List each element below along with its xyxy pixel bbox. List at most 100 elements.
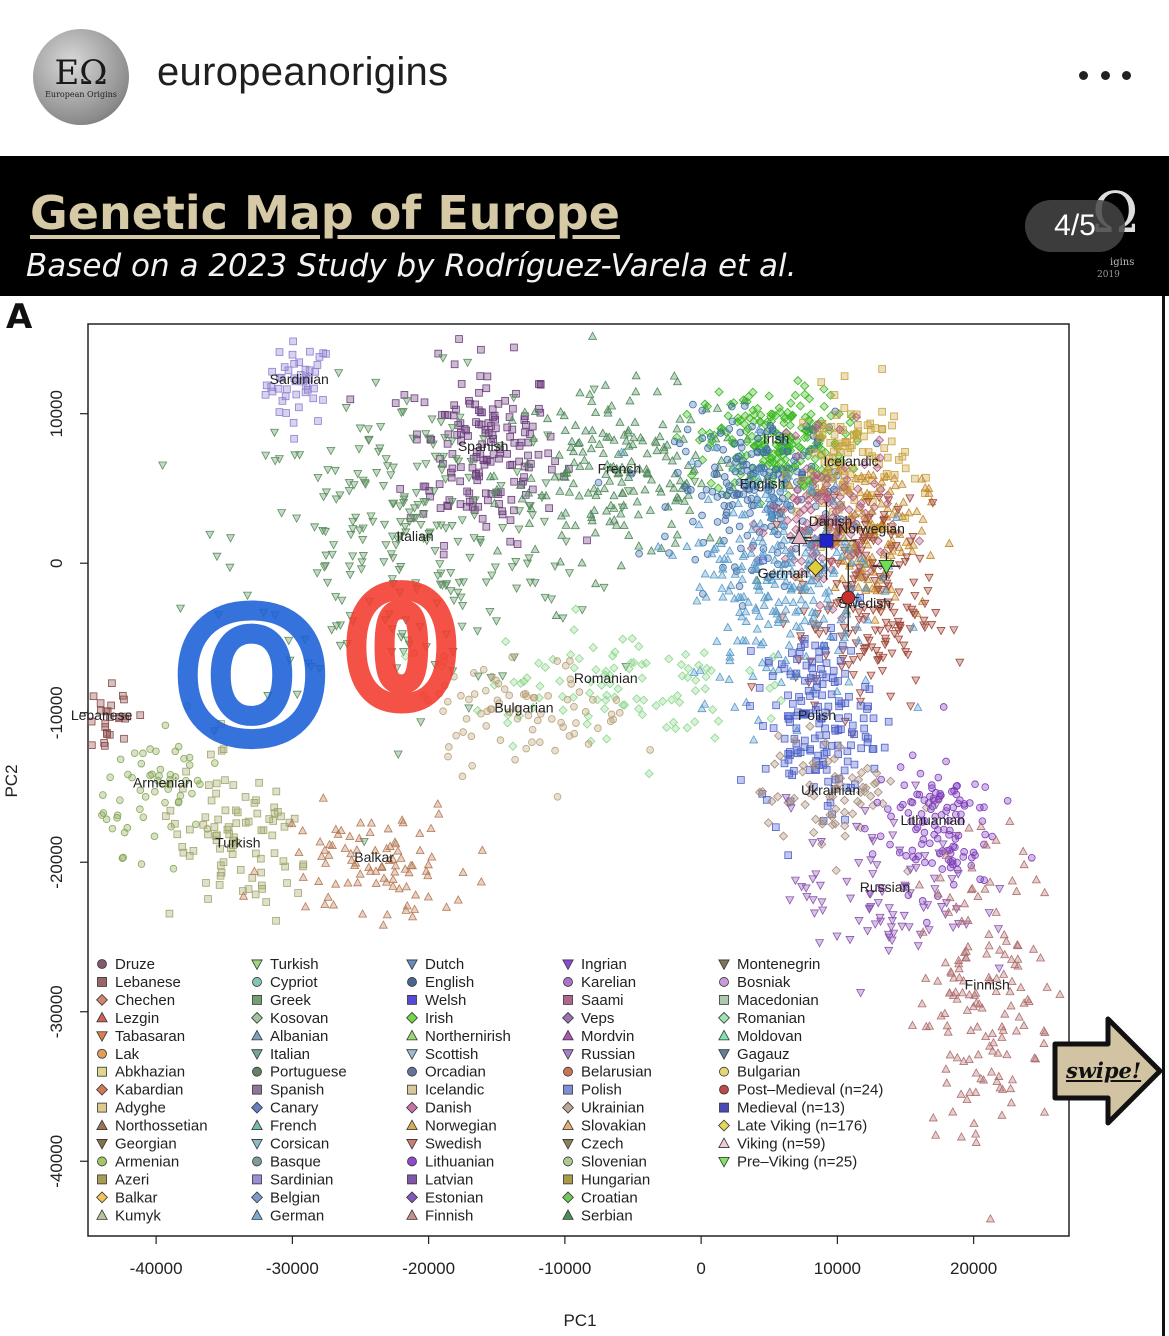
data-point-italian [416, 718, 426, 727]
data-point-romanian [682, 723, 692, 733]
data-point-norwegian [925, 550, 936, 559]
data-point-ukrainian [869, 779, 880, 789]
post-image[interactable]: Genetic Map of Europe Based on a 2023 St… [0, 156, 1169, 1336]
data-point-norwegian [865, 520, 875, 530]
data-point-german [786, 557, 796, 567]
data-point-finnish [967, 862, 977, 872]
data-point-norwegian [855, 487, 865, 497]
data-point-italian [376, 423, 386, 432]
y-axis-label: PC2 [2, 764, 21, 797]
cluster-label-icelandic: Icelandic [823, 453, 878, 469]
data-point-german [695, 665, 705, 674]
data-point-balkar [377, 861, 387, 870]
data-point-romanian [555, 676, 565, 686]
data-point-german [908, 622, 918, 631]
data-point-norwegian [861, 585, 871, 594]
data-point-icelandic [871, 424, 880, 432]
data-point-french [672, 376, 683, 386]
data-point-german [781, 545, 791, 554]
legend-swatch-lithuanian [407, 1156, 417, 1167]
swipe-arrow-button[interactable]: swipe! [1052, 1016, 1164, 1126]
data-point-polish [737, 776, 745, 784]
data-point-irish [706, 478, 716, 488]
data-point-swedish [899, 641, 909, 651]
data-point-swedish [861, 612, 871, 622]
data-point-spanish [450, 360, 459, 369]
data-point-spanish [465, 489, 474, 498]
data-point-spanish [506, 461, 514, 470]
data-point-german [751, 636, 761, 645]
data-point-icelandic [878, 425, 887, 434]
data-point-romanian [609, 663, 619, 673]
data-point-finnish [942, 1020, 952, 1030]
cluster-label-turkish: Turkish [215, 834, 260, 850]
data-point-english [753, 434, 762, 443]
data-point-lithuanian [971, 780, 979, 789]
data-point-english [702, 485, 711, 494]
data-point-french [645, 505, 655, 514]
data-point-icelandic [829, 474, 838, 483]
legend-label-mordvin: Mordvin [581, 1028, 634, 1045]
data-point-german [730, 702, 740, 711]
profile-avatar[interactable]: ΕΩ European Origins [33, 29, 129, 125]
data-point-balkar [371, 878, 381, 887]
data-point-icelandic [826, 439, 835, 447]
data-point-romanian [690, 717, 700, 727]
data-point-norwegian [876, 521, 886, 530]
data-point-italian [546, 595, 557, 604]
data-point-romanian [557, 691, 568, 702]
data-point-ukrainian [790, 735, 800, 746]
more-options-icon[interactable] [1075, 60, 1135, 90]
data-point-italian [507, 563, 517, 572]
data-point-italian [258, 608, 269, 618]
data-point-finnish [1006, 1083, 1016, 1093]
data-point-turkish [204, 830, 212, 839]
data-point-spanish [501, 396, 509, 405]
data-point-english [694, 459, 702, 468]
data-point-polish [797, 643, 805, 652]
data-point-irish [796, 443, 806, 453]
data-point-swedish [927, 621, 937, 630]
data-point-ukrainian [820, 738, 831, 748]
data-point-finnish [1005, 816, 1015, 825]
data-point-romanian [569, 663, 579, 673]
username-link[interactable]: europeanorigins [157, 50, 449, 94]
data-point-english [790, 456, 798, 465]
data-point-german [687, 456, 697, 465]
data-point-german [703, 494, 713, 504]
data-point-lithuanian [922, 918, 931, 927]
legend-label-cypriot: Cypriot [270, 974, 318, 991]
data-point-english [734, 452, 743, 461]
data-point-turkish [244, 885, 253, 893]
data-point-romanian [632, 694, 642, 704]
legend-label-french: French [270, 1118, 317, 1135]
data-point-english [763, 476, 771, 484]
data-point-danish [790, 431, 801, 441]
data-point-swedish [855, 653, 865, 662]
data-point-german [725, 652, 735, 661]
data-point-balkar [426, 823, 436, 833]
data-point-spanish [450, 401, 459, 410]
data-point-romanian [634, 641, 644, 652]
data-point-german [837, 551, 847, 561]
data-point-finnish [1028, 944, 1039, 953]
data-point-irish [800, 389, 810, 400]
data-point-swedish [876, 599, 886, 608]
data-point-ukrainian [856, 767, 867, 778]
legend-label-canary: Canary [270, 1100, 319, 1117]
data-point-norwegian [882, 471, 892, 480]
data-point-bulgarian [594, 724, 602, 733]
data-point-italian [405, 508, 415, 517]
data-point-finnish [981, 840, 991, 849]
cluster-label-spanish: Spanish [458, 438, 509, 454]
data-point-italian [312, 569, 322, 578]
data-point-italian [457, 516, 467, 525]
data-point-turkish [241, 818, 250, 827]
data-point-swedish [889, 608, 899, 618]
data-point-finnish [997, 1110, 1007, 1119]
data-point-turkish [201, 813, 210, 822]
data-point-swedish [825, 558, 835, 567]
data-point-armenian [155, 772, 163, 780]
data-point-french [672, 423, 682, 433]
data-point-lithuanian [896, 763, 905, 771]
